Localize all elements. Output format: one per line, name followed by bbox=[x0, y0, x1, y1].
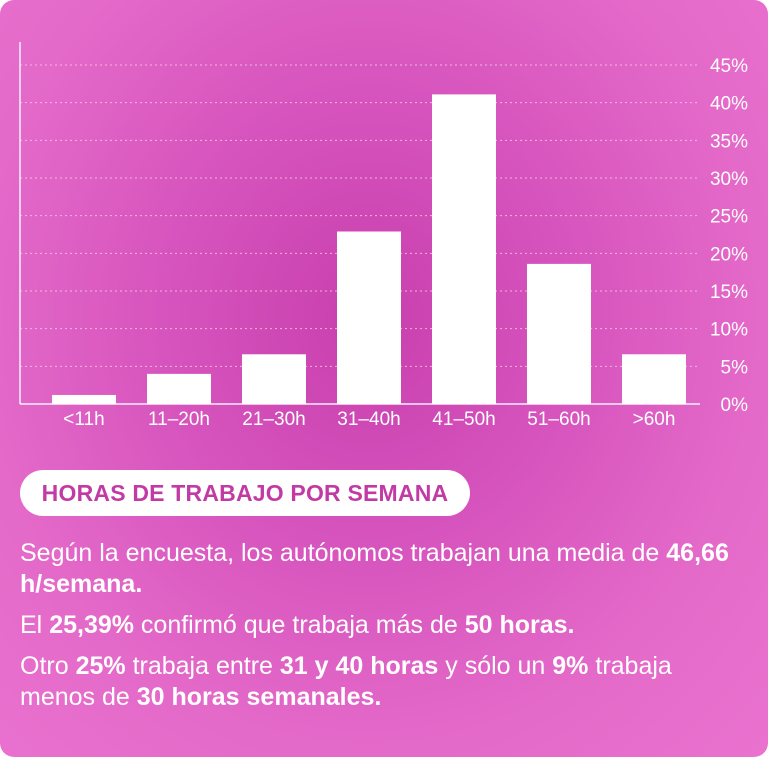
y-tick-label: 5% bbox=[721, 357, 749, 378]
x-tick-label: 21–30h bbox=[242, 409, 305, 430]
x-tick-label: >60h bbox=[633, 409, 676, 430]
description-paragraph-3: Otro 25% trabaja entre 31 y 40 horas y s… bbox=[20, 651, 750, 713]
p3-text-d: trabaja menos de bbox=[20, 652, 672, 711]
y-tick-label: 0% bbox=[721, 395, 749, 416]
p2-text-b: confirmó que trabaja más de bbox=[133, 611, 465, 639]
y-tick-label: 30% bbox=[710, 169, 748, 190]
section-title: HORAS DE TRABAJO POR SEMANA bbox=[20, 470, 470, 516]
description-text: Según la encuesta, los autónomos trabaja… bbox=[20, 538, 750, 723]
p2-text-a: El bbox=[20, 611, 50, 639]
p3-highlight-1: 25% bbox=[75, 652, 126, 680]
bar bbox=[527, 263, 591, 404]
x-tick-label: 51–60h bbox=[527, 409, 590, 430]
y-tick-label: 25% bbox=[710, 207, 748, 228]
description-paragraph-1: Según la encuesta, los autónomos trabaja… bbox=[20, 538, 750, 600]
x-tick-label: 41–50h bbox=[432, 409, 495, 430]
p3-text-a: Otro bbox=[20, 652, 76, 680]
y-tick-label: 10% bbox=[710, 320, 748, 341]
bar bbox=[242, 354, 306, 404]
y-tick-label: 35% bbox=[710, 131, 748, 152]
bar bbox=[52, 394, 116, 404]
p2-highlight-2: 50 horas. bbox=[464, 611, 575, 639]
bar bbox=[337, 231, 401, 404]
p3-highlight-4: 30 horas semanales. bbox=[136, 683, 382, 711]
y-tick-label: 45% bbox=[710, 56, 748, 77]
bar bbox=[432, 94, 496, 404]
p1-highlight: 46,66 h/semana. bbox=[20, 539, 729, 598]
x-tick-label: 11–20h bbox=[148, 409, 210, 430]
bar bbox=[622, 354, 686, 404]
x-tick-label: <11h bbox=[63, 409, 104, 430]
y-tick-label: 20% bbox=[710, 244, 748, 265]
bar bbox=[147, 373, 211, 404]
p3-text-b: trabaja entre bbox=[125, 652, 280, 680]
y-tick-label: 15% bbox=[710, 282, 748, 303]
y-tick-label: 40% bbox=[710, 94, 748, 115]
description-paragraph-2: El 25,39% confirmó que trabaja más de 50… bbox=[20, 610, 750, 641]
p3-highlight-2: 31 y 40 horas bbox=[279, 652, 439, 680]
bar-chart: 0% 5% 10% 15% 20% 25% 30% 35% 40% 45% <11h 11–20h 21… bbox=[20, 56, 749, 430]
p2-highlight-1: 25,39% bbox=[49, 611, 134, 639]
p3-text-c: y sólo un bbox=[438, 652, 553, 680]
x-tick-label: 31–40h bbox=[337, 409, 400, 430]
p1-text: Según la encuesta, los autónomos trabaja… bbox=[20, 539, 667, 567]
p3-highlight-3: 9% bbox=[552, 652, 589, 680]
